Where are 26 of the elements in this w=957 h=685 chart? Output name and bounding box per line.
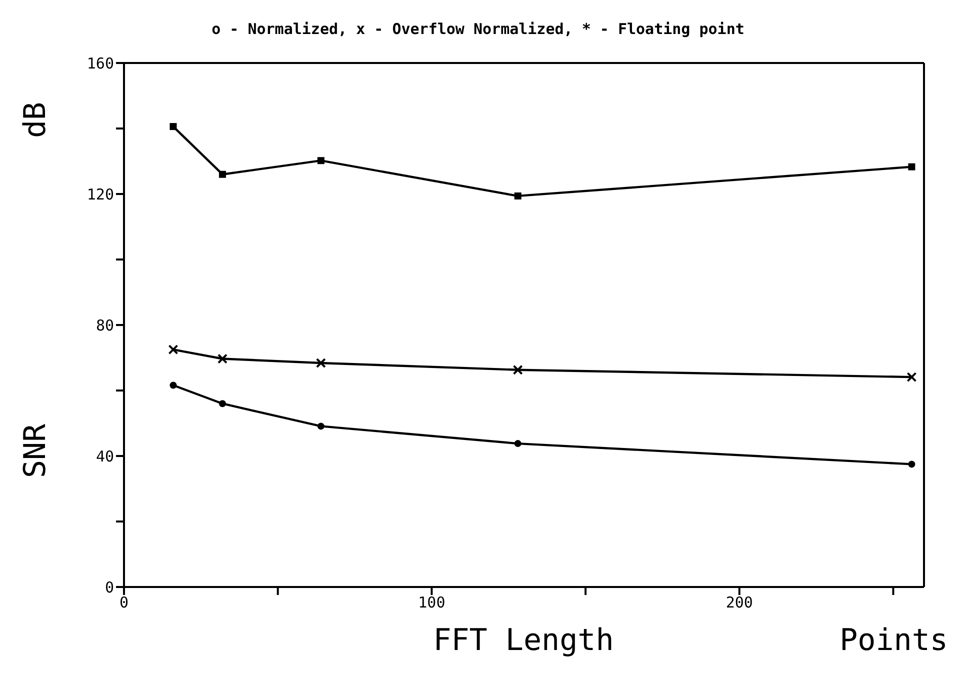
point xyxy=(514,192,522,200)
point xyxy=(218,170,226,178)
point xyxy=(218,400,226,408)
x-tick-label: 200 xyxy=(726,594,753,612)
point xyxy=(512,364,523,375)
point xyxy=(906,372,917,382)
text: FFT Length Points xyxy=(433,623,948,658)
point xyxy=(908,163,916,170)
y-tick-label: 120 xyxy=(86,185,114,204)
x-tick-label: 100 xyxy=(418,594,446,612)
point xyxy=(317,422,324,430)
point xyxy=(514,440,522,448)
y-tick-label: 160 xyxy=(86,54,114,72)
point xyxy=(170,382,177,389)
point xyxy=(317,157,324,164)
y-tick-label: 0 xyxy=(104,578,114,596)
x-tick-label: 0 xyxy=(119,594,129,612)
point xyxy=(168,344,178,355)
point xyxy=(170,123,177,130)
y-tick-label: 40 xyxy=(96,447,114,466)
chart-title: o - Normalized, x - Overflow Normalized, * - Floating point xyxy=(210,20,746,38)
y-tick-label: 80 xyxy=(96,316,114,334)
point xyxy=(217,354,228,364)
point xyxy=(908,460,916,468)
text: SNR dB xyxy=(18,102,53,478)
point xyxy=(316,358,326,368)
